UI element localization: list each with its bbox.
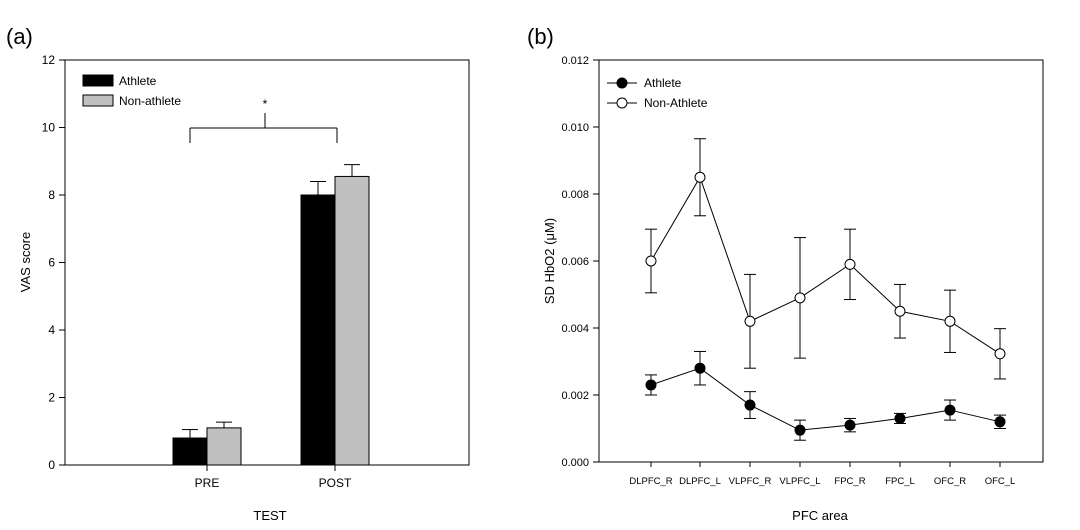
legend-label: Athlete xyxy=(644,76,682,90)
y-tick-label: 0.010 xyxy=(561,122,589,134)
data-point xyxy=(944,404,956,416)
data-point xyxy=(894,412,906,424)
panel-a-bars xyxy=(172,164,370,466)
panel-b-x-axis-label: PFC area xyxy=(792,508,848,523)
y-tick-label: 2 xyxy=(48,391,55,405)
y-tick-label: 0.004 xyxy=(561,323,589,335)
data-point xyxy=(694,171,706,183)
data-point xyxy=(844,258,856,270)
y-tick-label: 6 xyxy=(48,256,55,270)
bar xyxy=(172,437,208,466)
x-tick-label: FPC_R xyxy=(834,476,865,487)
x-tick-label: VLPFC_R xyxy=(729,476,772,487)
x-tick-label: OFC_R xyxy=(934,476,966,487)
data-point xyxy=(944,315,956,327)
panel-b-series xyxy=(645,138,1006,441)
x-tick-label: OFC_L xyxy=(985,476,1016,487)
data-point xyxy=(894,305,906,317)
y-tick-label: 0.000 xyxy=(561,457,589,469)
bar xyxy=(300,194,336,466)
panel-a-x-axis-label: TEST xyxy=(253,508,286,523)
legend-label: Non-Athlete xyxy=(644,96,708,110)
y-tick-label: 0 xyxy=(48,458,55,472)
legend-marker xyxy=(616,97,628,109)
data-point xyxy=(744,315,756,327)
legend-swatch xyxy=(82,74,114,87)
data-point xyxy=(645,379,657,391)
y-tick-label: 8 xyxy=(48,188,55,202)
panel-a-x-ticks: PRE POST xyxy=(195,465,352,490)
panel-b-plot-frame xyxy=(598,59,1044,463)
data-point xyxy=(645,255,657,267)
significance-asterisk: * xyxy=(263,97,268,111)
x-tick-label: DLPFC_R xyxy=(629,476,672,487)
legend-label: Non-athlete xyxy=(119,94,181,108)
y-tick-label: 0.012 xyxy=(561,55,589,67)
panel-b-y-ticks: 0.000 0.002 0.004 0.006 0.008 0.010 0.012 xyxy=(561,55,599,469)
data-point xyxy=(794,424,806,436)
panel-b-legend: Athlete Non-Athlete xyxy=(607,76,708,110)
series-line xyxy=(650,367,1001,431)
y-tick-label: 0.008 xyxy=(561,189,589,201)
legend-swatch xyxy=(82,94,114,107)
data-point xyxy=(994,416,1006,428)
panel-a-legend: Athlete Non-athlete xyxy=(82,74,181,108)
series-line xyxy=(650,176,1001,355)
bar xyxy=(334,175,370,466)
data-point xyxy=(744,399,756,411)
y-tick-label: 4 xyxy=(48,323,55,337)
legend-label: Athlete xyxy=(119,74,157,88)
y-tick-label: 10 xyxy=(42,121,56,135)
panel-a-label: (a) xyxy=(6,24,33,49)
panel-a-significance: * xyxy=(189,97,338,143)
panel-b-x-ticks: DLPFC_R DLPFC_L VLPFC_R VLPFC_L FPC_R FPC_L OF… xyxy=(629,462,1015,487)
panel-a-bar-chart: (a) VAS score TEST 0 2 4 6 8 10 12 PRE POST * A… xyxy=(6,24,470,523)
y-tick-label: 12 xyxy=(42,53,56,67)
x-tick-label: PRE xyxy=(195,476,220,490)
bar xyxy=(206,427,242,466)
data-point xyxy=(994,348,1006,360)
x-tick-label: VLPFC_L xyxy=(779,476,820,487)
panel-a-y-axis-label: VAS score xyxy=(18,232,33,292)
panel-b-line-chart: (b) SD HbO2 (μM) PFC area 0.0000.0020.00… xyxy=(527,24,1044,523)
x-tick-label: POST xyxy=(319,476,352,490)
panel-a-y-ticks: 0 2 4 6 8 10 12 xyxy=(42,53,65,472)
data-point xyxy=(794,292,806,304)
x-tick-label: DLPFC_L xyxy=(679,476,721,487)
data-point xyxy=(694,362,706,374)
y-tick-label: 0.002 xyxy=(561,390,589,402)
legend-marker xyxy=(616,77,628,89)
x-tick-label: FPC_L xyxy=(885,476,915,487)
data-point xyxy=(844,419,856,431)
panel-b-label: (b) xyxy=(527,24,554,49)
y-tick-label: 0.006 xyxy=(561,256,589,268)
panel-a-plot-frame xyxy=(64,59,470,466)
panel-b-y-axis-label: SD HbO2 (μM) xyxy=(542,218,557,304)
